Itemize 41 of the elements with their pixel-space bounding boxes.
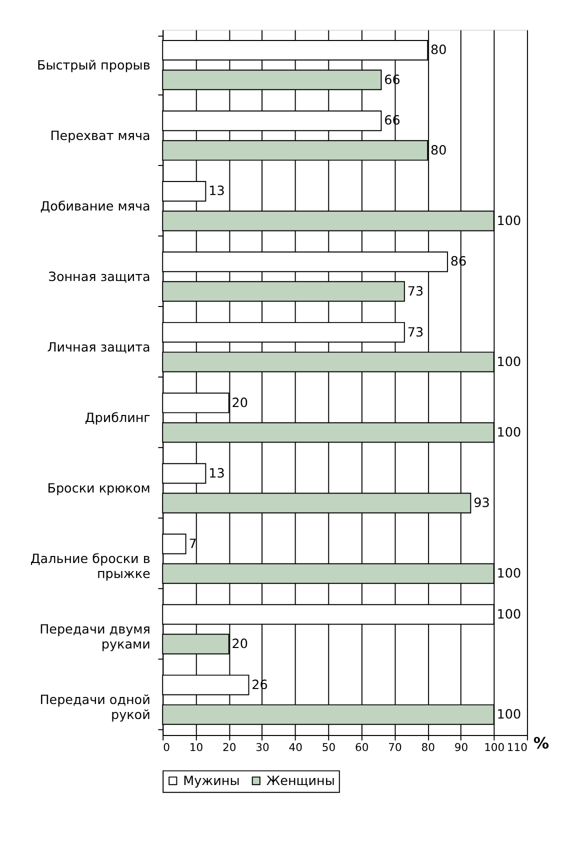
data-label: 13	[208, 184, 225, 200]
data-label: 73	[407, 325, 424, 340]
data-label: 13	[208, 466, 225, 482]
x-tick-label: 100	[484, 741, 505, 754]
data-label: 93	[474, 496, 490, 511]
x-tick-label: 10	[189, 741, 204, 754]
x-tick-label: 30	[256, 741, 270, 754]
y-tick-label: Передачи одной рукой	[40, 693, 150, 723]
data-label: 20	[232, 396, 248, 411]
data-label: 100	[496, 214, 522, 229]
y-tick-label: Броски крюком	[47, 482, 150, 497]
legend-label: Женщины	[266, 774, 335, 789]
y-tick-label: Личная защита	[47, 340, 150, 356]
data-label: 100	[496, 708, 522, 723]
data-label: 100	[496, 607, 522, 622]
data-label: 80	[430, 143, 447, 158]
y-tick-label: Дальние броски в прыжке	[30, 552, 151, 582]
x-axis-title: %	[533, 733, 550, 752]
x-tick-label: 90	[454, 741, 468, 754]
y-tick-label: Передачи двумя руками	[40, 622, 150, 652]
x-tick-label: 80	[421, 741, 436, 754]
x-tick-label: 0	[163, 741, 170, 754]
x-tick-label: 20	[222, 741, 236, 754]
x-tick-label: 50	[322, 741, 336, 754]
data-label: 100	[496, 354, 522, 370]
x-tick-label: 70	[388, 741, 402, 754]
x-tick-label: 60	[354, 741, 369, 754]
y-tick-label: Зонная защита	[48, 270, 150, 286]
y-tick-label: Дриблинг	[84, 411, 151, 426]
x-tick-label: 40	[288, 741, 303, 754]
data-label: 100	[496, 425, 522, 440]
y-tick-label: Быстрый прорыв	[36, 58, 150, 74]
x-tick-label: 110	[506, 741, 528, 754]
data-label: 20	[232, 637, 248, 652]
legend-label: Мужины	[183, 774, 240, 789]
data-label: 73	[407, 284, 424, 300]
data-label: 80	[430, 43, 447, 58]
data-label: 7	[188, 536, 197, 552]
y-tick-label: Добивание мяча	[40, 200, 150, 215]
data-label: 100	[496, 566, 522, 582]
y-tick-label: Перехват мяча	[50, 129, 150, 144]
